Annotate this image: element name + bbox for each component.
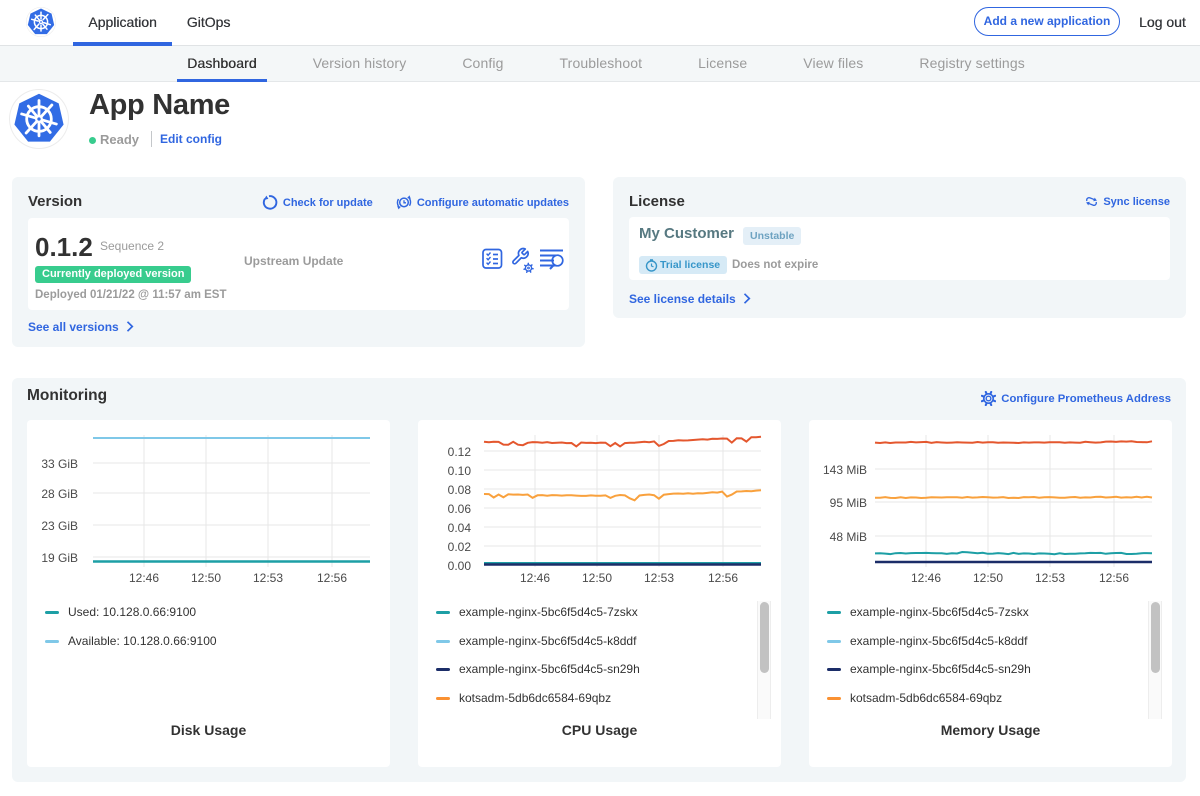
svg-text:0.12: 0.12 (448, 445, 472, 459)
svg-text:0.08: 0.08 (448, 483, 472, 497)
svg-text:143 MiB: 143 MiB (823, 463, 867, 477)
svg-text:12:46: 12:46 (911, 571, 941, 585)
svg-text:12:53: 12:53 (644, 571, 674, 585)
svg-text:0.04: 0.04 (448, 521, 472, 535)
svg-text:12:53: 12:53 (253, 571, 283, 585)
svg-text:12:56: 12:56 (317, 571, 347, 585)
svg-text:12:46: 12:46 (520, 571, 550, 585)
svg-text:23 GiB: 23 GiB (41, 519, 78, 533)
svg-text:28 GiB: 28 GiB (41, 487, 78, 501)
svg-text:0.00: 0.00 (448, 559, 472, 573)
svg-text:0.06: 0.06 (448, 502, 472, 516)
svg-text:12:53: 12:53 (1035, 571, 1065, 585)
svg-text:0.10: 0.10 (448, 464, 472, 478)
svg-text:48 MiB: 48 MiB (830, 530, 867, 544)
svg-text:12:56: 12:56 (1099, 571, 1129, 585)
svg-text:19 GiB: 19 GiB (41, 551, 78, 565)
svg-text:12:50: 12:50 (191, 571, 221, 585)
svg-text:12:56: 12:56 (708, 571, 738, 585)
svg-text:95 MiB: 95 MiB (830, 496, 867, 510)
svg-text:12:50: 12:50 (973, 571, 1003, 585)
svg-text:0.02: 0.02 (448, 540, 472, 554)
svg-text:12:50: 12:50 (582, 571, 612, 585)
svg-text:33 GiB: 33 GiB (41, 457, 78, 471)
svg-text:12:46: 12:46 (129, 571, 159, 585)
